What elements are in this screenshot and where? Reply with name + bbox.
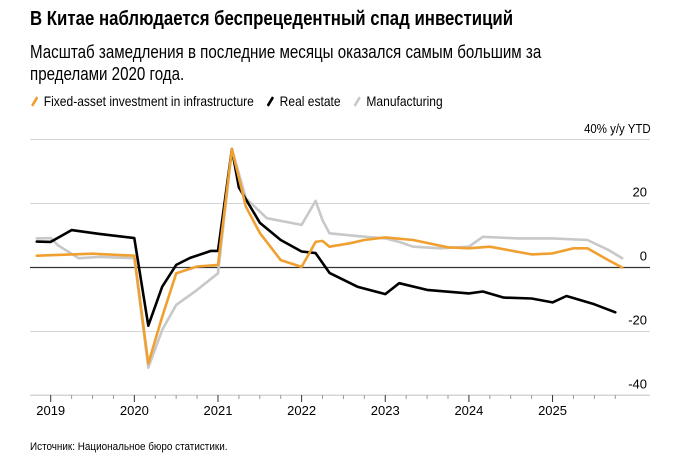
x-tick-label: 2022 [287, 403, 316, 418]
x-tick-label: 2021 [204, 403, 233, 418]
y-tick-label: -40 [628, 377, 647, 392]
x-tick-label: 2024 [454, 403, 483, 418]
y-axis-unit-label: 40% y/y YTD [584, 121, 651, 136]
x-tick-label: 2020 [120, 403, 149, 418]
subtitle-line-2: пределами 2020 года. [30, 64, 185, 84]
legend-label: Fixed-asset investment in infrastructure [43, 93, 254, 109]
source-note: Источник: Национальное бюро статистики. [30, 441, 228, 453]
legend-item-manufacturing: Manufacturing [353, 93, 443, 109]
x-tick-label: 2023 [371, 403, 400, 418]
legend: Fixed-asset investment in infrastructure… [30, 93, 455, 109]
legend-label: Manufacturing [366, 93, 443, 109]
x-tick-label: 2019 [36, 403, 65, 418]
legend-item-infrastructure: Fixed-asset investment in infrastructure [30, 93, 254, 109]
series-line-real-estate [35, 147, 617, 327]
series-line-manufacturing [35, 147, 624, 369]
series-line-fixed-asset-investment-in-infrastructure [35, 147, 624, 365]
x-tick-label: 2025 [538, 403, 567, 418]
subtitle-line-1: Масштаб замедления в последние месяцы ок… [30, 42, 542, 62]
y-tick-label: 0 [640, 249, 647, 264]
y-tick-label: 20 [633, 185, 647, 200]
chart-title: В Китае наблюдается беспрецедентный спад… [30, 8, 514, 30]
legend-item-real-estate: Real estate [266, 93, 341, 109]
legend-label: Real estate [279, 93, 341, 109]
y-tick-label: -20 [628, 313, 647, 328]
